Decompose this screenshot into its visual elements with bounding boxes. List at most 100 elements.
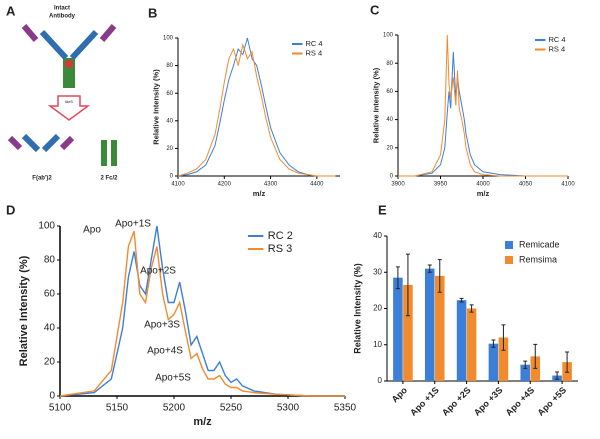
y-axis-label: Relative Intensity (%) — [151, 69, 160, 145]
x-tick-label: 5200 — [163, 403, 186, 414]
y-tick-label: 80 — [386, 61, 393, 67]
antibody-icon — [21, 24, 117, 88]
x-tick-label: 4050 — [519, 182, 533, 188]
bar — [488, 343, 499, 381]
x-tick-label: 4000 — [476, 182, 490, 188]
error-bar — [395, 266, 400, 290]
y-tick-label: 10 — [373, 340, 382, 349]
y-axis-label: Relative Intensity (%) — [371, 67, 380, 143]
x-tick-label: Apo +1S — [408, 385, 441, 418]
error-bar — [523, 360, 528, 369]
error-bar — [427, 264, 432, 273]
peak-annotation: Apo+4S — [147, 346, 183, 357]
x-tick-label: 4400 — [310, 182, 324, 188]
legend-label: RC 4 — [306, 39, 323, 48]
error-bar — [501, 324, 506, 351]
error-bar — [459, 297, 464, 303]
legend-label: RS 4 — [549, 44, 566, 53]
bar — [456, 300, 467, 381]
y-tick-label: 20 — [386, 145, 393, 151]
bar — [498, 337, 509, 381]
legend-label: Remsima — [519, 254, 557, 264]
panel-label: D — [6, 202, 15, 217]
bar — [466, 308, 477, 381]
legend-label: RS 3 — [268, 243, 292, 255]
x-tick-label: Apo — [390, 385, 410, 405]
error-bar — [469, 304, 474, 313]
title-line: Intact — [54, 6, 70, 12]
x-tick-label: 3950 — [434, 182, 448, 188]
y-axis-label: Relative Intensity (%) — [353, 263, 363, 354]
legend-label: RS 4 — [306, 48, 323, 57]
y-tick-label: 60 — [166, 91, 173, 97]
error-bar — [491, 339, 496, 348]
y-tick-label: 40 — [386, 117, 393, 123]
peak-annotation: Apo+3S — [144, 320, 180, 331]
y-tick-label: 20 — [166, 146, 173, 152]
y-tick-label: 60 — [44, 289, 56, 300]
y-tick-label: 40 — [166, 118, 173, 124]
y-tick-label: 0 — [170, 174, 174, 180]
x-tick-label: 4300 — [264, 182, 278, 188]
y-axis-label: Relative Intensity (%) — [18, 255, 30, 366]
y-tick-label: 80 — [166, 63, 173, 69]
title-line: Antibody — [49, 14, 76, 20]
legend-label: Remicade — [519, 239, 560, 249]
y-tick-label: 40 — [44, 323, 56, 334]
x-tick-label: Apo +3S — [472, 385, 505, 418]
x-tick-label: 4100 — [561, 182, 575, 188]
error-bar — [533, 343, 538, 369]
bar — [520, 364, 531, 381]
bar — [403, 284, 413, 381]
bar — [393, 277, 403, 381]
spectrum-line — [398, 34, 568, 177]
y-tick-label: 0 — [390, 174, 394, 180]
x-tick-label: 5300 — [277, 403, 300, 414]
x-axis-label: m/z — [193, 416, 212, 428]
error-bar — [437, 259, 442, 293]
peak-annotation: Apo+1S — [115, 219, 151, 230]
fragments-icon — [7, 133, 117, 166]
panel-label: C — [370, 2, 380, 17]
y-tick-label: 60 — [386, 89, 393, 95]
y-tick-label: 20 — [44, 357, 56, 368]
spectrum-line — [59, 225, 345, 397]
x-tick-label: 5350 — [334, 403, 357, 414]
error-bar — [555, 371, 560, 380]
x-tick-label: 3900 — [391, 182, 405, 188]
spectrum-line — [177, 43, 336, 177]
bar — [434, 275, 445, 381]
peak-annotation: Apo — [83, 225, 101, 236]
y-tick-label: 20 — [373, 304, 382, 313]
x-tick-label: Apo +4S — [504, 385, 537, 418]
y-tick-label: 0 — [49, 391, 55, 402]
x-tick-label: 5100 — [49, 403, 72, 414]
y-tick-label: 80 — [44, 255, 56, 266]
legend-swatch — [505, 241, 513, 249]
x-tick-label: 5250 — [220, 403, 243, 414]
y-tick-label: 0 — [378, 376, 383, 385]
x-tick-label: 5150 — [106, 403, 129, 414]
fragment-label: 2 Fc/2 — [100, 176, 118, 182]
error-bar — [565, 351, 570, 373]
panel-label: B — [148, 5, 157, 20]
x-tick-label: Apo +2S — [440, 385, 473, 418]
spectrum-line — [398, 51, 568, 177]
bar — [424, 268, 435, 381]
x-tick-label: Apo +5S — [535, 385, 568, 418]
error-bar — [405, 253, 410, 317]
y-tick-label: 100 — [383, 33, 394, 39]
peak-annotation: Apo+5S — [155, 373, 191, 384]
arrow-label: IdeS — [65, 99, 74, 104]
panel-label: A — [6, 3, 16, 18]
x-tick-label: 4100 — [171, 182, 185, 188]
x-axis-label: m/z — [477, 189, 490, 198]
spectrum-line — [177, 37, 336, 177]
x-tick-label: 4200 — [218, 182, 232, 188]
y-tick-label: 30 — [373, 267, 382, 276]
panel-label: E — [378, 202, 387, 217]
spectrum-line — [59, 230, 345, 397]
y-tick-label: 100 — [163, 36, 174, 42]
x-axis-label: m/z — [253, 189, 266, 198]
y-tick-label: 100 — [38, 221, 55, 232]
